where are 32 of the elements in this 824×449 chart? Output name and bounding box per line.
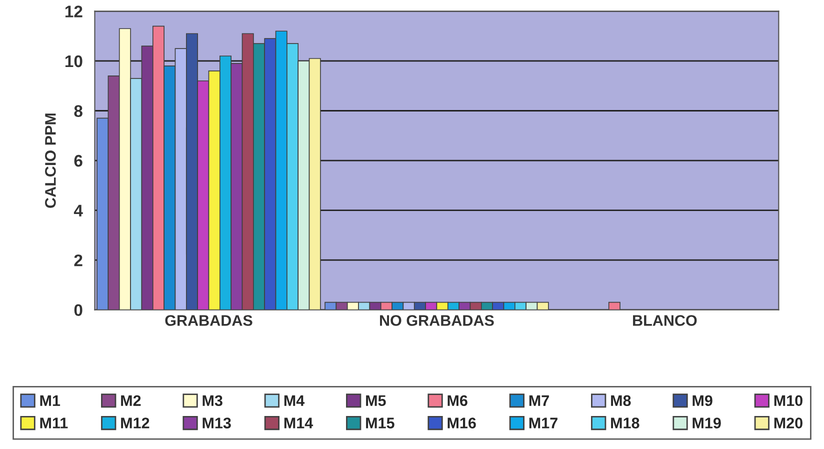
legend-label: M4 bbox=[284, 395, 305, 406]
legend-label: M6 bbox=[448, 395, 468, 406]
legend-label: M16 bbox=[448, 418, 476, 428]
legend-label: M2 bbox=[121, 395, 141, 406]
y-tick-label: 12 bbox=[65, 6, 82, 18]
x-tick-label: NO GRABADAS bbox=[380, 315, 494, 326]
legend-label: M8 bbox=[611, 395, 631, 406]
legend-label: M12 bbox=[121, 418, 150, 428]
legend-label: M20 bbox=[774, 418, 802, 428]
legend-label: M5 bbox=[366, 395, 386, 406]
y-axis-title: CALCIO PPM bbox=[45, 114, 56, 208]
y-tick-label: 8 bbox=[74, 105, 82, 117]
y-tick-label: 2 bbox=[74, 254, 82, 266]
legend-label: M9 bbox=[692, 395, 712, 406]
y-tick-label: 6 bbox=[74, 154, 82, 167]
legend-label: M18 bbox=[611, 418, 640, 428]
legend-label: M15 bbox=[366, 418, 394, 428]
legend-label: M7 bbox=[529, 395, 549, 406]
legend-label: M3 bbox=[202, 395, 222, 406]
y-tick-label: 0 bbox=[74, 304, 82, 316]
x-tick-label: BLANCO bbox=[633, 315, 697, 326]
legend-label: M10 bbox=[774, 395, 802, 406]
bar bbox=[608, 302, 620, 310]
y-tick-label: 10 bbox=[65, 55, 82, 68]
legend-label: M1 bbox=[40, 395, 60, 406]
legend-label: M11 bbox=[40, 418, 68, 428]
y-tick-label: 4 bbox=[74, 204, 83, 216]
legend-label: M14 bbox=[284, 418, 314, 428]
legend-label: M13 bbox=[202, 418, 231, 428]
legend-label: M17 bbox=[529, 418, 558, 428]
x-tick-label: GRABADAS bbox=[165, 315, 252, 326]
legend-label: M19 bbox=[692, 418, 721, 428]
